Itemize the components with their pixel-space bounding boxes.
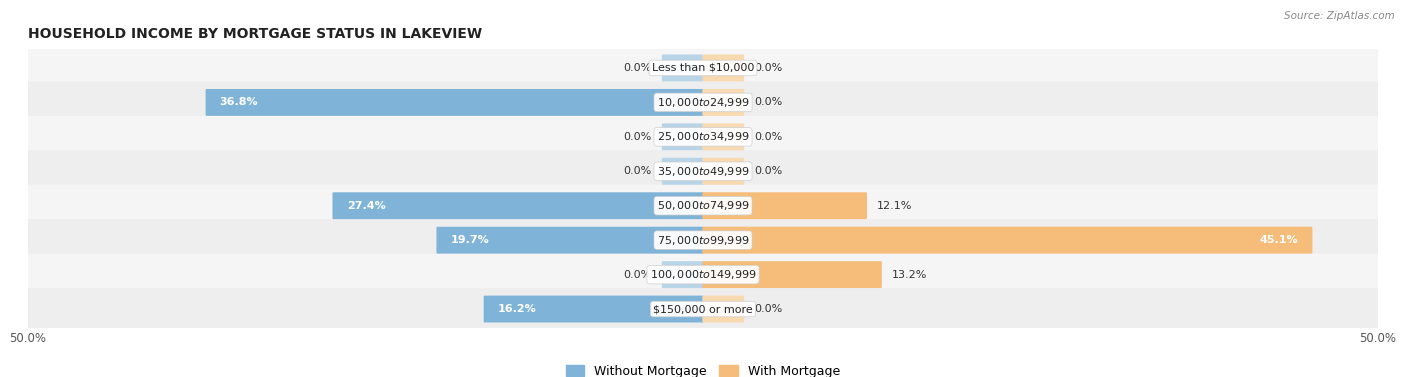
FancyBboxPatch shape — [13, 116, 1393, 158]
Text: 0.0%: 0.0% — [623, 132, 652, 142]
Text: $100,000 to $149,999: $100,000 to $149,999 — [650, 268, 756, 281]
Text: 0.0%: 0.0% — [623, 63, 652, 73]
FancyBboxPatch shape — [662, 261, 703, 288]
FancyBboxPatch shape — [13, 254, 1393, 296]
FancyBboxPatch shape — [662, 123, 703, 150]
Text: 27.4%: 27.4% — [347, 201, 385, 211]
FancyBboxPatch shape — [703, 227, 1312, 254]
Text: 0.0%: 0.0% — [754, 132, 783, 142]
Text: $150,000 or more: $150,000 or more — [654, 304, 752, 314]
Text: Source: ZipAtlas.com: Source: ZipAtlas.com — [1284, 11, 1395, 21]
FancyBboxPatch shape — [13, 219, 1393, 261]
Text: $50,000 to $74,999: $50,000 to $74,999 — [657, 199, 749, 212]
Text: $75,000 to $99,999: $75,000 to $99,999 — [657, 234, 749, 247]
Text: 0.0%: 0.0% — [754, 304, 783, 314]
FancyBboxPatch shape — [13, 288, 1393, 330]
Text: Less than $10,000: Less than $10,000 — [652, 63, 754, 73]
Text: 12.1%: 12.1% — [877, 201, 912, 211]
FancyBboxPatch shape — [703, 55, 744, 81]
FancyBboxPatch shape — [332, 192, 703, 219]
Text: 16.2%: 16.2% — [498, 304, 537, 314]
FancyBboxPatch shape — [703, 123, 744, 150]
FancyBboxPatch shape — [662, 158, 703, 185]
Text: 0.0%: 0.0% — [754, 166, 783, 176]
Text: HOUSEHOLD INCOME BY MORTGAGE STATUS IN LAKEVIEW: HOUSEHOLD INCOME BY MORTGAGE STATUS IN L… — [28, 27, 482, 41]
FancyBboxPatch shape — [205, 89, 703, 116]
FancyBboxPatch shape — [703, 158, 744, 185]
Text: $25,000 to $34,999: $25,000 to $34,999 — [657, 130, 749, 143]
Text: $35,000 to $49,999: $35,000 to $49,999 — [657, 165, 749, 178]
FancyBboxPatch shape — [662, 55, 703, 81]
FancyBboxPatch shape — [13, 150, 1393, 192]
Text: 45.1%: 45.1% — [1260, 235, 1298, 245]
FancyBboxPatch shape — [484, 296, 703, 322]
Text: 0.0%: 0.0% — [754, 97, 783, 107]
Text: 13.2%: 13.2% — [891, 270, 928, 280]
Text: 0.0%: 0.0% — [623, 270, 652, 280]
Text: $10,000 to $24,999: $10,000 to $24,999 — [657, 96, 749, 109]
FancyBboxPatch shape — [13, 81, 1393, 123]
FancyBboxPatch shape — [436, 227, 703, 254]
FancyBboxPatch shape — [703, 192, 868, 219]
Legend: Without Mortgage, With Mortgage: Without Mortgage, With Mortgage — [561, 360, 845, 377]
FancyBboxPatch shape — [703, 89, 744, 116]
Text: 0.0%: 0.0% — [623, 166, 652, 176]
FancyBboxPatch shape — [703, 261, 882, 288]
Text: 0.0%: 0.0% — [754, 63, 783, 73]
FancyBboxPatch shape — [13, 47, 1393, 89]
FancyBboxPatch shape — [13, 185, 1393, 227]
Text: 36.8%: 36.8% — [219, 97, 259, 107]
Text: 19.7%: 19.7% — [450, 235, 489, 245]
FancyBboxPatch shape — [703, 296, 744, 322]
